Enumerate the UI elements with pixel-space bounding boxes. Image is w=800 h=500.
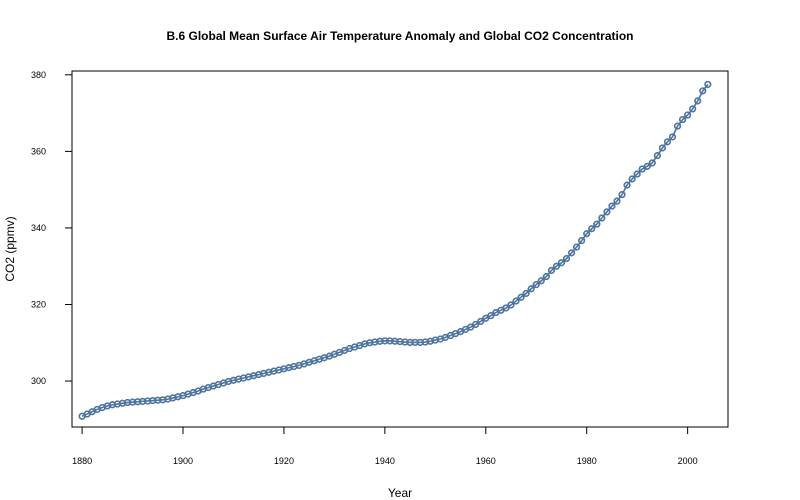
data-point-inner	[623, 181, 631, 189]
data-point-inner	[663, 138, 671, 146]
data-point-inner	[557, 259, 565, 267]
x-axis: 1880 1900 1920 1940 1960 1980 2000	[72, 426, 698, 466]
series-line	[81, 83, 709, 417]
x-tick-label: 2000	[678, 456, 698, 466]
series-line-outline	[81, 83, 709, 417]
data-point-inner	[704, 80, 712, 88]
data-point-inner	[502, 304, 510, 312]
data-point-inner	[699, 87, 707, 95]
data-point-inner	[694, 97, 702, 105]
data-point-inner	[628, 175, 636, 183]
data-point-inner	[648, 159, 656, 167]
data-point-inner	[472, 320, 480, 328]
data-point-inner	[552, 262, 560, 270]
x-axis-label: Year	[388, 486, 412, 500]
y-tick-label: 360	[31, 146, 46, 156]
y-tick-label: 300	[31, 376, 46, 386]
data-point-inner	[578, 237, 586, 245]
data-point-inner	[568, 249, 576, 257]
data-point-inner	[547, 266, 555, 274]
x-tick-label: 1920	[274, 456, 294, 466]
data-point-inner	[593, 220, 601, 228]
x-tick-label: 1900	[173, 456, 193, 466]
y-axis: 300 320 340 360 380	[31, 70, 73, 386]
data-point-inner	[684, 111, 692, 119]
data-point-inner	[679, 116, 687, 124]
data-point-inner	[588, 225, 596, 233]
data-point-inner	[517, 293, 525, 301]
x-tick-label: 1940	[375, 456, 395, 466]
chart-title: B.6 Global Mean Surface Air Temperature …	[167, 29, 634, 43]
data-point-inner	[689, 105, 697, 113]
data-point-inner	[674, 122, 682, 130]
data-point-inner	[573, 243, 581, 251]
data-point-inner	[477, 317, 485, 325]
data-point-inner	[633, 170, 641, 178]
y-tick-label: 340	[31, 223, 46, 233]
data-point-inner	[643, 162, 651, 170]
data-point-inner	[618, 191, 626, 199]
data-point-inner	[537, 277, 545, 285]
x-tick-label: 1880	[72, 456, 92, 466]
data-point-inner	[658, 144, 666, 152]
data-point-inner	[507, 301, 515, 309]
data-point-inner	[527, 285, 535, 293]
co2-series	[78, 80, 712, 420]
y-axis-label: CO2 (ppmv)	[3, 216, 17, 281]
data-point-inner	[613, 197, 621, 205]
x-tick-label: 1980	[577, 456, 597, 466]
data-point-inner	[512, 297, 520, 305]
data-point-inner	[542, 273, 550, 281]
y-tick-label: 380	[31, 70, 46, 80]
data-point-inner	[608, 202, 616, 210]
plot-frame	[71, 70, 729, 428]
data-point-inner	[598, 214, 606, 222]
y-tick-label: 320	[31, 300, 46, 310]
data-point-inner	[668, 133, 676, 141]
x-tick-label: 1960	[476, 456, 496, 466]
data-point-inner	[522, 289, 530, 297]
data-point-inner	[653, 152, 661, 160]
data-point-inner	[563, 255, 571, 263]
data-point-inner	[532, 281, 540, 289]
data-point-inner	[583, 230, 591, 238]
data-point-inner	[487, 312, 495, 320]
data-point-inner	[603, 208, 611, 216]
